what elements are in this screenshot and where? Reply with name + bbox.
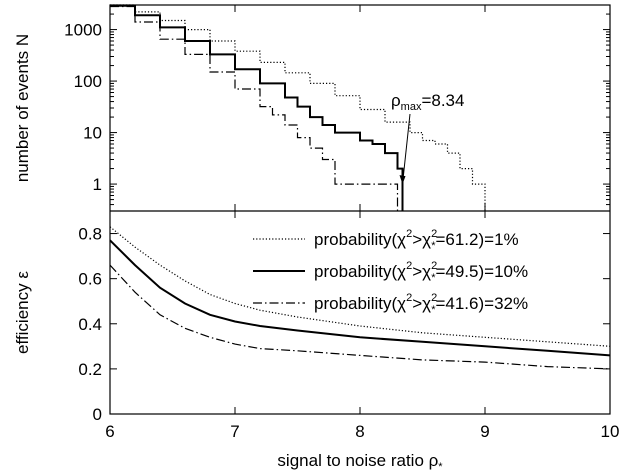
legend-subscript: * bbox=[431, 304, 436, 316]
x-axis-label: signal to noise ratio ρ* bbox=[277, 451, 443, 473]
annotation-symbol: ρ bbox=[391, 91, 401, 110]
x-tick-label: 9 bbox=[480, 422, 489, 441]
y-tick-label: 100 bbox=[74, 72, 102, 91]
annotation-arrowhead bbox=[399, 175, 406, 185]
y-tick-label: 0.2 bbox=[78, 360, 102, 379]
y-tick-label: 10 bbox=[83, 124, 102, 143]
events-series-p10 bbox=[110, 4, 404, 211]
y-axis-label-symbol: ε bbox=[13, 271, 32, 279]
x-tick-label: 8 bbox=[355, 422, 364, 441]
x-axis-label-text: signal to noise ratio ρ bbox=[277, 451, 438, 470]
legend-label-p10: probability(χ2>χ2 *=49.5)=10% bbox=[314, 260, 528, 284]
x-tick-label: 10 bbox=[601, 422, 620, 441]
events-series-p32 bbox=[110, 5, 399, 211]
annotation-subscript: max bbox=[401, 101, 422, 113]
plot-frame bbox=[109, 4, 611, 415]
legend-superscript: 2 bbox=[406, 260, 412, 272]
legend-label-p1: probability(χ2>χ2 *=61.2)=1% bbox=[314, 228, 519, 252]
legend-text: >χ bbox=[412, 230, 431, 249]
legend-text: probability(χ bbox=[314, 230, 406, 249]
legend-subscript: * bbox=[431, 272, 436, 284]
legend-label-p32: probability(χ2>χ2 *=41.6)=32% bbox=[314, 292, 528, 316]
legend-superscript: 2 bbox=[431, 260, 437, 272]
legend-text: =61.2)=1% bbox=[435, 230, 518, 249]
annotation-pointer bbox=[402, 113, 411, 185]
legend-superscript: 2 bbox=[406, 228, 412, 240]
y-axis-label: number of events N bbox=[13, 34, 32, 182]
legend-superscript: 2 bbox=[431, 292, 437, 304]
y-tick-label: 0.8 bbox=[78, 225, 102, 244]
legend-text: >χ bbox=[412, 294, 431, 313]
events-plot: 1 10 100 1000 number of events N ρmax=8.34 bbox=[13, 4, 611, 212]
y-tick-label: 1000 bbox=[64, 21, 102, 40]
x-tick-label: 6 bbox=[105, 422, 114, 441]
efficiency-series-p10 bbox=[109, 239, 611, 357]
annotation-value: =8.34 bbox=[421, 91, 464, 110]
y-tick-label: 0.4 bbox=[78, 315, 102, 334]
efficiency-series-p32 bbox=[109, 264, 611, 370]
y-tick-label: 0 bbox=[93, 405, 102, 424]
y-axis-label: efficiency ε bbox=[13, 271, 32, 354]
legend-text: probability(χ bbox=[314, 262, 406, 281]
legend-text: =41.6)=32% bbox=[435, 294, 528, 313]
efficiency-plot: 0 0.2 0.4 0.6 0.8 6 7 8 9 10 efficiency ε signal to… bbox=[13, 211, 619, 473]
legend-text: probability(χ bbox=[314, 294, 406, 313]
y-tick-label: 1 bbox=[93, 175, 102, 194]
legend-text: >χ bbox=[412, 262, 431, 281]
efficiency-series-p1 bbox=[109, 226, 611, 347]
legend-text: =49.5)=10% bbox=[435, 262, 528, 281]
legend-superscript: 2 bbox=[406, 292, 412, 304]
legend-subscript: * bbox=[431, 240, 436, 252]
legend-superscript: 2 bbox=[431, 228, 437, 240]
y-axis-label-text: efficiency bbox=[13, 279, 32, 354]
y-tick-label: 0.6 bbox=[78, 270, 102, 289]
x-axis-label-subscript: * bbox=[438, 461, 443, 473]
annotation-label: ρmax=8.34 bbox=[391, 91, 464, 113]
x-tick-label: 7 bbox=[230, 422, 239, 441]
